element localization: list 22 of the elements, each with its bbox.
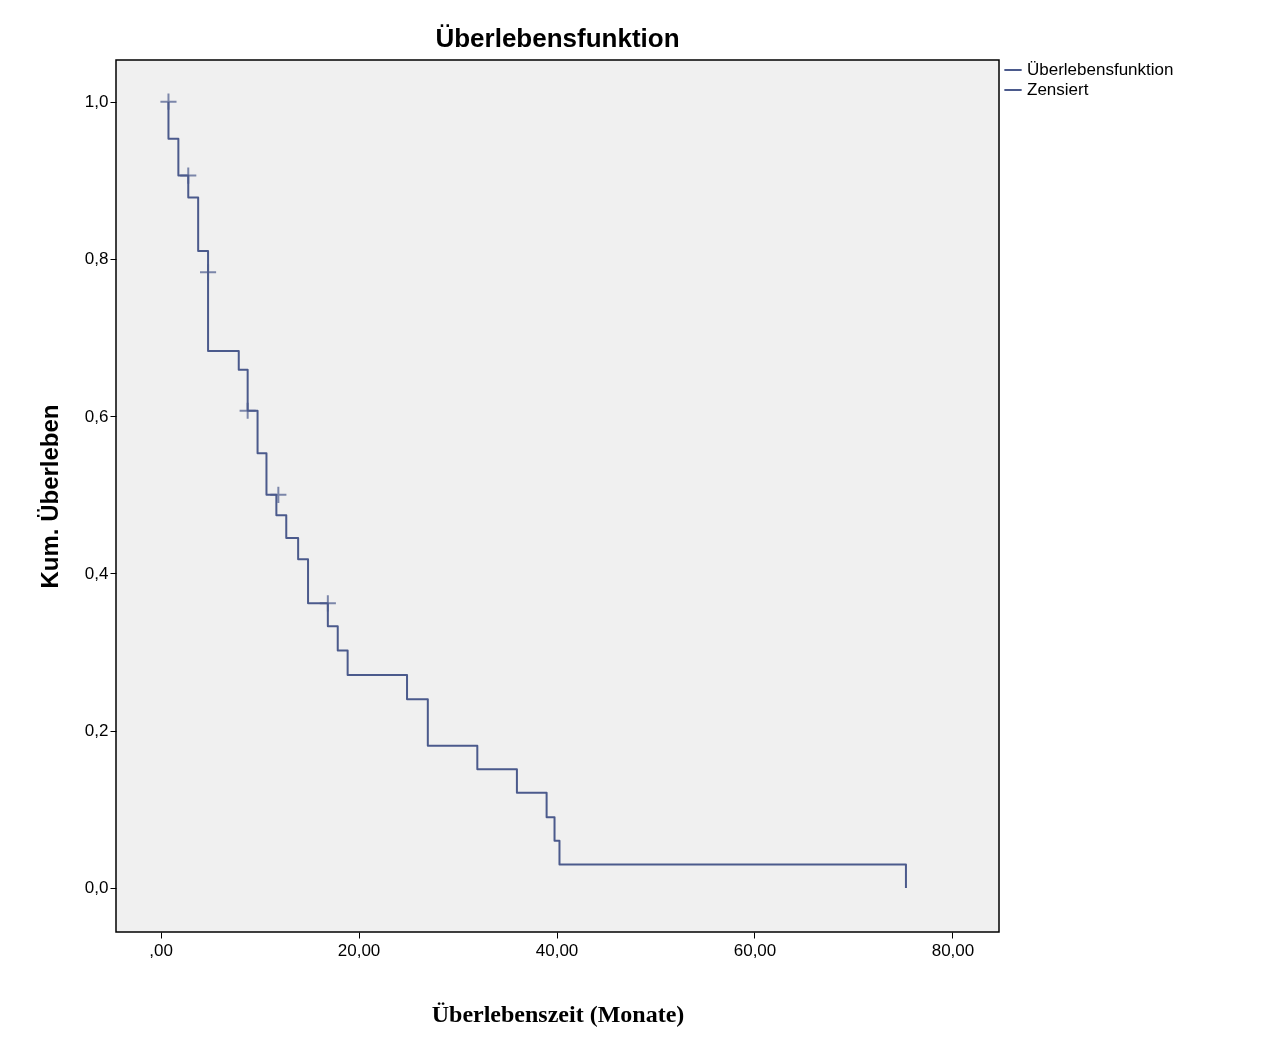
y-tick-label: 1,0 (84, 92, 109, 112)
x-tick-label: 20,00 (337, 940, 381, 960)
y-tick-label: 0,0 (84, 878, 109, 898)
y-tick-label: 0,8 (84, 249, 109, 269)
point (269, 485, 288, 504)
x-tick-label: 40,00 (535, 940, 579, 960)
point (318, 594, 337, 613)
legend-label: Überlebensfunktion (1027, 60, 1174, 79)
point (238, 401, 257, 420)
x-axis-title: Überlebenszeit (Monate) (431, 1000, 685, 1027)
chart-title: Überlebensfunktion (435, 23, 680, 53)
x-tick-label: 60,00 (733, 940, 777, 960)
y-axis-title: Kum. Überleben (35, 404, 63, 589)
point (199, 263, 218, 282)
point (159, 92, 178, 111)
y-tick-label: 0,2 (84, 721, 109, 741)
legend-label: Zensiert (1027, 80, 1089, 99)
y-tick-label: 0,4 (84, 563, 109, 583)
x-tick-label: 80,00 (931, 940, 975, 960)
point (179, 166, 198, 185)
y-tick-label: 0,6 (84, 406, 109, 426)
x-tick-label: ,00 (149, 940, 173, 960)
